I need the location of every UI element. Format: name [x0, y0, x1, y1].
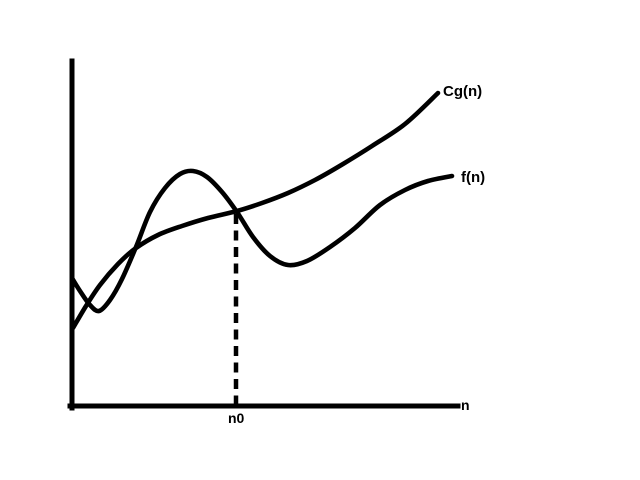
curve-cg-label: Cg(n) — [443, 83, 482, 100]
curve-f — [69, 168, 455, 314]
curve-cg — [70, 90, 441, 331]
curve-f-label: f(n) — [461, 169, 485, 186]
n0-tick-label: n0 — [228, 410, 245, 426]
x-axis-label: n — [461, 397, 470, 413]
